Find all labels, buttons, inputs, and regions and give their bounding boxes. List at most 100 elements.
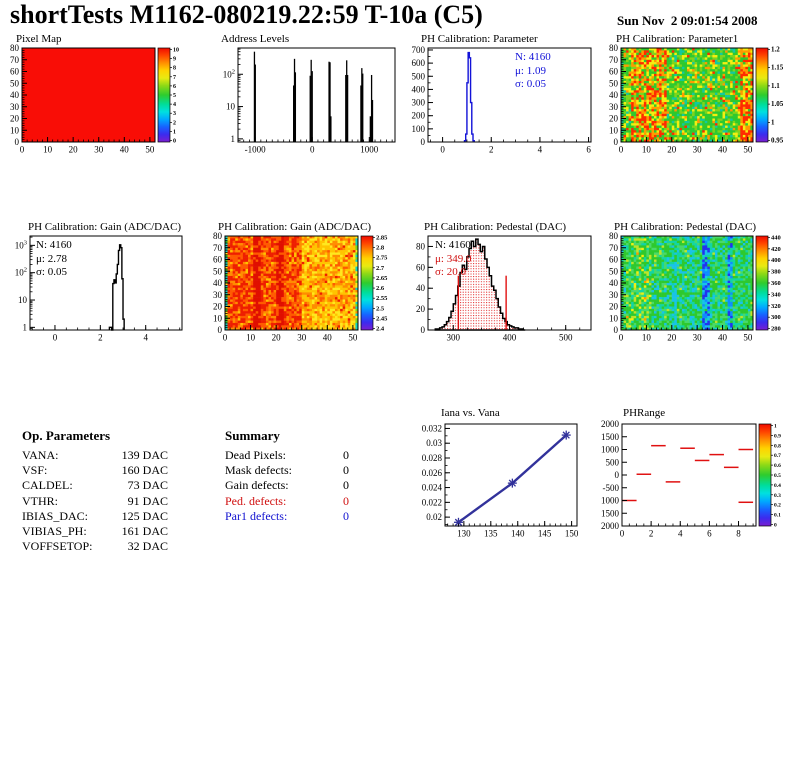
table-row: Dead Pixels: 0 [225, 448, 349, 462]
svg-text:8: 8 [173, 66, 176, 72]
table-row: Gain defects: 0 [225, 478, 349, 493]
svg-text:60: 60 [416, 262, 426, 272]
svg-text:70: 70 [609, 55, 619, 65]
svg-text:10: 10 [642, 145, 652, 155]
svg-text:2.6: 2.6 [376, 285, 385, 292]
table-row: IBIAS_DAC: 125 DAC [22, 508, 168, 523]
svg-text:7: 7 [173, 75, 176, 81]
svg-text:4: 4 [538, 145, 543, 155]
page-title: shortTests M1162-080219.22:59 T-10a (C5) [10, 0, 483, 29]
svg-text:1.2: 1.2 [771, 45, 780, 53]
svg-text:30: 30 [609, 102, 619, 112]
stat-line: σ: 20.0 [435, 266, 466, 278]
svg-text:60: 60 [10, 67, 20, 77]
svg-text:10: 10 [213, 313, 223, 323]
svg-text:2.55: 2.55 [376, 295, 388, 302]
pedestal-histogram-chart: 300 400 500 0 20 40 60 80 [416, 235, 592, 343]
stat-line: μ: 349.0 [435, 252, 472, 265]
svg-text:10: 10 [246, 333, 256, 343]
svg-text:9: 9 [173, 57, 176, 63]
svg-text:30: 30 [10, 102, 20, 112]
svg-text:500: 500 [412, 71, 426, 81]
op-parameters-table: VANA: 139 DAC VSF: 160 DAC CALDEL: 73 DAC VTHR… [22, 448, 168, 554]
svg-text:0: 0 [15, 137, 20, 147]
svg-text:0: 0 [310, 145, 315, 155]
svg-text:400: 400 [503, 333, 517, 343]
svg-text:1: 1 [231, 134, 236, 144]
svg-text:50: 50 [213, 266, 223, 276]
address-levels-title: Address Levels [221, 33, 290, 45]
table-row: VOFFSETOP: 32 DAC [22, 539, 168, 554]
svg-text:80: 80 [213, 231, 223, 241]
svg-text:20: 20 [609, 114, 619, 124]
stat-line: N: 4160 [435, 239, 471, 251]
svg-text:0: 0 [173, 139, 176, 145]
svg-text:0: 0 [440, 145, 445, 155]
svg-text:102: 102 [223, 68, 235, 79]
summary-heading: Summary [225, 428, 280, 443]
table-row: Ped. defects: 0 [225, 493, 349, 508]
stat-line: N: 4160 [515, 51, 551, 63]
svg-text:20: 20 [272, 333, 282, 343]
table-row: Par1 defects: 0 [225, 508, 349, 523]
pedestal-map-title: PH Calibration: Pedestal (DAC) [614, 221, 757, 233]
svg-text:50: 50 [145, 145, 155, 155]
svg-text:50: 50 [348, 333, 358, 343]
svg-text:20: 20 [69, 145, 79, 155]
svg-text:2.75: 2.75 [376, 255, 388, 262]
svg-text:2: 2 [489, 145, 494, 155]
svg-text:1.15: 1.15 [771, 64, 784, 72]
table-row: VSF: 160 DAC [22, 463, 168, 478]
svg-text:80: 80 [416, 241, 426, 251]
svg-text:0: 0 [223, 333, 228, 343]
svg-text:50: 50 [609, 78, 619, 88]
svg-text:70: 70 [10, 55, 20, 65]
svg-text:1.05: 1.05 [771, 100, 784, 108]
svg-text:20: 20 [416, 304, 426, 314]
svg-text:0: 0 [619, 145, 624, 155]
svg-text:300: 300 [412, 98, 426, 108]
svg-text:102: 102 [15, 267, 27, 278]
pedestal-hist-title: PH Calibration: Pedestal (DAC) [424, 221, 567, 233]
svg-text:10: 10 [10, 125, 20, 135]
ph-parameter-chart: 0 2 4 6 0 100 200 300 400 500 600 700 [412, 45, 592, 155]
svg-text:30: 30 [94, 145, 104, 155]
svg-text:2.5: 2.5 [376, 305, 385, 312]
svg-text:400: 400 [412, 84, 426, 94]
svg-text:30: 30 [213, 290, 223, 300]
svg-text:30: 30 [693, 145, 703, 155]
svg-text:1: 1 [23, 322, 28, 332]
ph-parameter1-title: PH Calibration: Parameter1 [616, 33, 739, 45]
summary-block: Summary Dead Pixels: 0 Mask defects: 0 Gain … [225, 428, 349, 524]
svg-text:20: 20 [667, 145, 677, 155]
gain-hist-title: PH Calibration: Gain (ADC/DAC) [28, 221, 182, 233]
svg-text:2.85: 2.85 [376, 234, 388, 241]
phrange-title: PHRange [623, 407, 666, 419]
svg-text:0: 0 [218, 325, 223, 335]
svg-text:20: 20 [213, 302, 223, 312]
svg-text:2.65: 2.65 [376, 275, 388, 282]
svg-text:300: 300 [447, 333, 461, 343]
iana-vana-title: Iana vs. Vana [441, 407, 500, 419]
svg-text:40: 40 [120, 145, 130, 155]
iana-vana-chart: 130 135 140 145 1500.020.0220.0240.0260.0280… [422, 423, 579, 538]
svg-text:6: 6 [173, 84, 176, 90]
ph-parameter-stats: N: 4160 μ: 1.09 σ: 0.05 [515, 51, 551, 92]
svg-text:30: 30 [297, 333, 307, 343]
svg-text:1: 1 [771, 118, 775, 126]
stat-line: μ: 2.78 [36, 252, 67, 265]
svg-text:2.7: 2.7 [376, 265, 385, 272]
svg-text:60: 60 [213, 255, 223, 265]
svg-text:4: 4 [143, 333, 148, 343]
svg-text:40: 40 [10, 90, 20, 100]
svg-text:40: 40 [323, 333, 333, 343]
svg-text:600: 600 [412, 58, 426, 68]
stat-line: μ: 1.09 [515, 64, 546, 77]
svg-text:0: 0 [20, 145, 25, 155]
table-row: VTHR: 91 DAC [22, 493, 168, 508]
svg-text:1000: 1000 [360, 145, 379, 155]
